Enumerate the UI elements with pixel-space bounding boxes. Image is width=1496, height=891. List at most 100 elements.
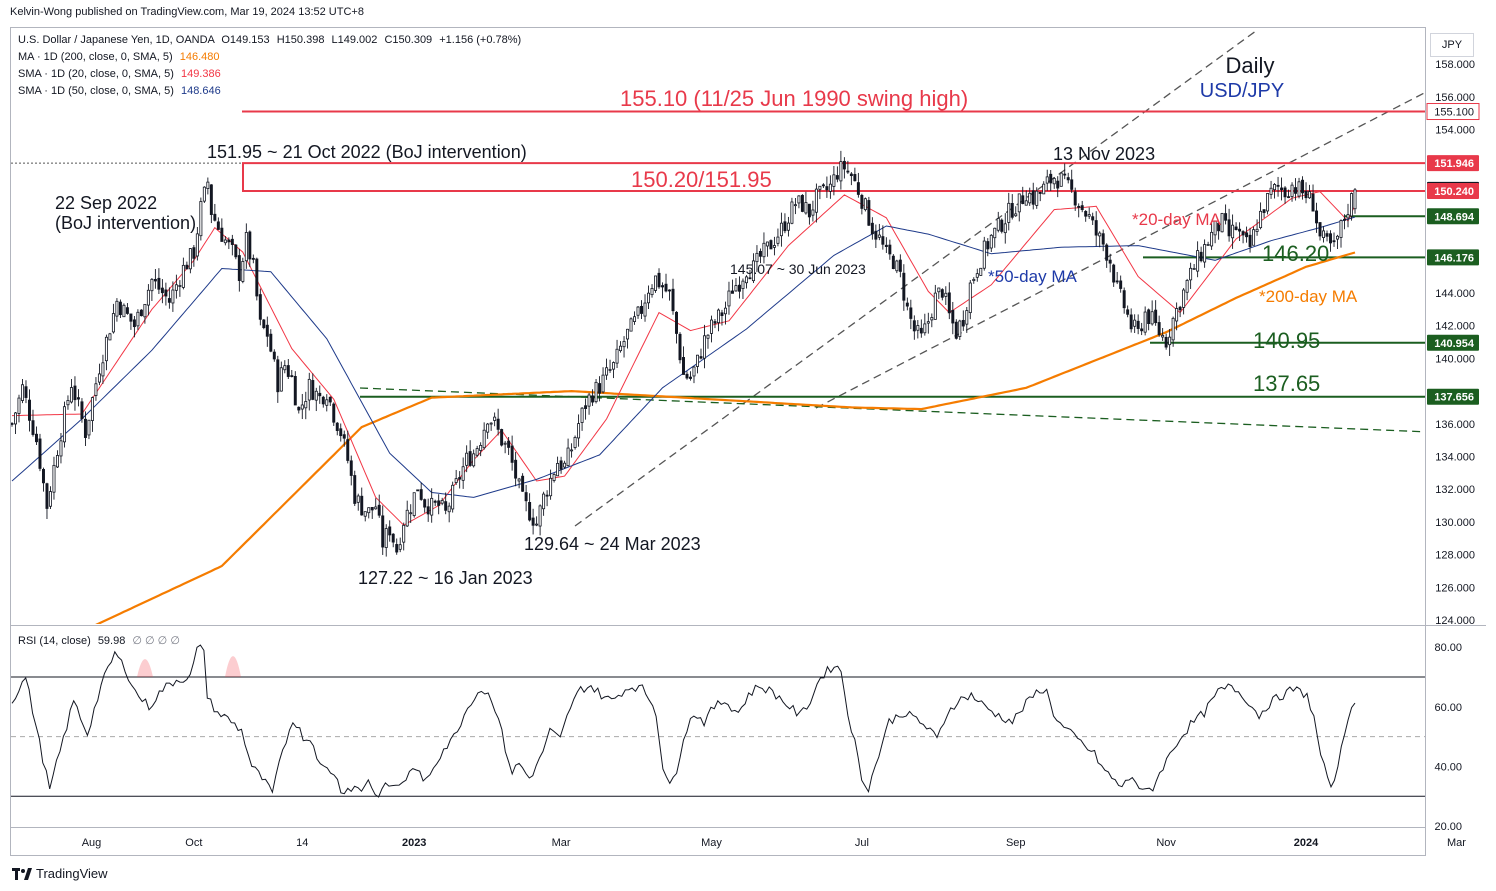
price-tick-label: 130.000 — [1435, 517, 1475, 529]
publisher-line: Kelvin-Wong published on TradingView.com… — [10, 6, 364, 18]
indicator-legend-sma50[interactable]: SMA · 1D (50, close, 0, SMA, 5) 148.646 — [18, 85, 221, 97]
candle-body — [1056, 180, 1060, 189]
candle-body — [454, 478, 458, 483]
candle-body — [881, 236, 885, 245]
candle-body — [556, 463, 560, 477]
candle-body — [793, 204, 797, 207]
rsi-tick-label: 20.00 — [1434, 821, 1462, 833]
candle-body — [1175, 308, 1179, 322]
label-support-137: 137.65 — [1253, 371, 1320, 396]
rsi-tick-label: 80.00 — [1434, 642, 1462, 654]
candle-body — [1346, 214, 1350, 219]
candle-body — [1084, 210, 1088, 217]
candle-body — [926, 321, 930, 324]
candle-body — [321, 396, 325, 405]
rsi-legend[interactable]: RSI (14, close) 59.98 ∅ ∅ ∅ ∅ — [18, 634, 180, 647]
candle-body — [244, 232, 248, 262]
candle-body — [66, 400, 70, 406]
candle-body — [1339, 220, 1343, 238]
candle-body — [654, 275, 658, 291]
candle-body — [17, 397, 21, 414]
candle-body — [220, 227, 224, 242]
rsi-pane[interactable] — [11, 644, 1425, 798]
candle-body — [776, 236, 780, 244]
symbol-legend[interactable]: U.S. Dollar / Japanese Yen, 1D, OANDA O1… — [18, 34, 521, 46]
candle-body — [38, 438, 42, 469]
candle-body — [1206, 244, 1210, 246]
candle-body — [860, 194, 864, 209]
candle-body — [307, 378, 311, 401]
candle-body — [342, 434, 346, 439]
candle-body — [1189, 267, 1193, 281]
candle-body — [62, 406, 66, 443]
annotations: Daily USD/JPY 155.10 (11/25 Jun 1990 swi… — [55, 53, 1358, 588]
candle-body — [622, 341, 626, 348]
candle-body — [706, 334, 710, 339]
candle-body — [188, 248, 192, 270]
candle-body — [954, 321, 958, 339]
candle-body — [678, 333, 682, 361]
candle-body — [503, 442, 507, 445]
candle-body — [1350, 193, 1353, 217]
candle-body — [1164, 336, 1168, 348]
candle-body — [1241, 231, 1245, 236]
candle-body — [968, 282, 972, 314]
label-ma20: *20-day MA — [1132, 210, 1221, 229]
candle-body — [1059, 172, 1063, 187]
tradingview-brand[interactable]: TradingView — [12, 866, 108, 881]
candle-body — [1308, 191, 1312, 199]
candle-body — [14, 412, 17, 425]
candle-body — [608, 368, 612, 371]
candle-body — [1140, 328, 1144, 332]
candle-body — [80, 401, 84, 420]
main-pane[interactable] — [11, 28, 1430, 631]
candle-body — [891, 255, 895, 270]
candle-body — [1343, 218, 1346, 221]
candle-body — [629, 318, 633, 332]
candle-body — [1143, 311, 1147, 333]
candle-body — [1203, 244, 1207, 263]
candle-body — [1290, 184, 1294, 197]
candle-body — [1234, 226, 1238, 231]
candle-body — [1094, 220, 1098, 236]
symbol-name: U.S. Dollar / Japanese Yen, 1D, OANDA — [18, 34, 215, 46]
candle-body — [839, 161, 843, 182]
candle-body — [24, 386, 28, 398]
candle-body — [164, 289, 168, 297]
candle-body — [1318, 222, 1322, 237]
candle-body — [349, 460, 353, 476]
candle-body — [1248, 234, 1252, 247]
candle-body — [615, 348, 619, 364]
time-axis[interactable]: Aug Oct 14 2023 Mar May Jul Sep Nov 2024 Mar — [82, 837, 1467, 849]
candle-body — [1266, 193, 1270, 212]
candle-body — [41, 468, 45, 484]
candle-body — [363, 511, 367, 517]
candle-body — [290, 375, 294, 378]
price-axis[interactable]: 158.000 156.000 155.100 154.000 144.000 142.0… — [1426, 59, 1480, 833]
candle-body — [304, 401, 308, 409]
candle-body — [856, 182, 860, 195]
candle-body — [699, 356, 703, 359]
currency-badge[interactable]: JPY — [1430, 33, 1474, 57]
candle-body — [1021, 195, 1025, 205]
indicator-legend-ma200[interactable]: MA · 1D (200, close, 0, SMA, 5) 146.480 — [18, 51, 220, 63]
candle-body — [986, 241, 990, 250]
indicator-legend-sma20[interactable]: SMA · 1D (20, close, 0, SMA, 5) 149.386 — [18, 68, 221, 80]
candle-body — [314, 390, 318, 401]
candle-body — [1332, 240, 1336, 243]
candle-body — [34, 433, 38, 443]
candle-body — [367, 507, 371, 514]
price-tag-label: 148.694 — [1434, 211, 1475, 223]
candle-body — [11, 423, 14, 425]
candle-body — [223, 239, 227, 244]
price-tag-label: 140.954 — [1434, 338, 1475, 350]
candle-body — [279, 367, 283, 392]
candle-body — [227, 239, 231, 243]
candle-body — [52, 464, 56, 493]
candle-body — [269, 333, 273, 352]
candle-body — [703, 335, 706, 359]
candle-body — [916, 325, 920, 331]
candle-body — [993, 227, 997, 239]
candle-body — [1255, 228, 1259, 232]
